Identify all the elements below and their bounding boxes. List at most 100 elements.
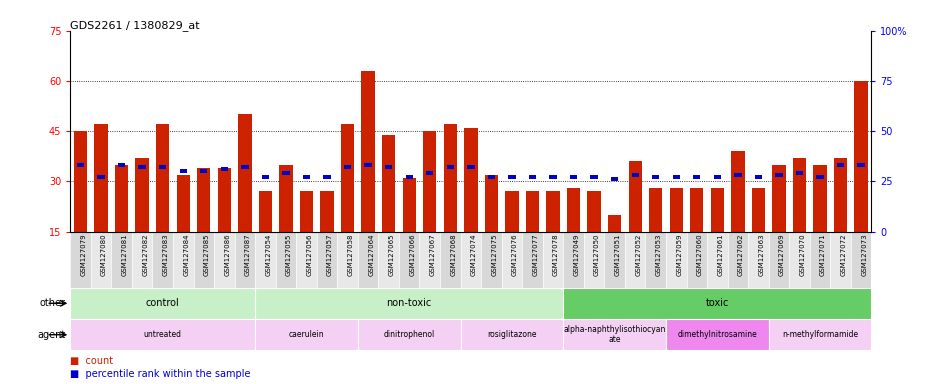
- Bar: [607, 215, 621, 232]
- Bar: [461, 319, 563, 351]
- Text: GSM127060: GSM127060: [696, 233, 702, 276]
- Text: GSM127051: GSM127051: [614, 233, 620, 276]
- Text: control: control: [146, 298, 180, 308]
- Bar: [463, 128, 477, 232]
- Bar: [734, 174, 740, 177]
- Bar: [768, 319, 870, 351]
- Bar: [358, 232, 378, 288]
- Bar: [566, 188, 579, 232]
- Bar: [467, 166, 474, 169]
- Bar: [426, 171, 433, 175]
- Bar: [628, 161, 641, 232]
- Bar: [854, 81, 867, 232]
- Bar: [443, 124, 457, 232]
- Bar: [829, 232, 850, 288]
- Bar: [669, 188, 682, 232]
- Bar: [569, 175, 577, 179]
- Text: non-toxic: non-toxic: [387, 298, 431, 308]
- Bar: [747, 232, 768, 288]
- Bar: [665, 232, 686, 288]
- Bar: [341, 124, 354, 232]
- Text: GSM127085: GSM127085: [204, 233, 210, 276]
- Bar: [399, 232, 419, 288]
- Text: GSM127065: GSM127065: [388, 233, 394, 276]
- Bar: [423, 131, 436, 232]
- Text: GSM127084: GSM127084: [183, 233, 189, 276]
- Bar: [197, 168, 211, 232]
- Bar: [213, 232, 234, 288]
- Text: GDS2261 / 1380829_at: GDS2261 / 1380829_at: [70, 20, 199, 31]
- Bar: [590, 175, 597, 179]
- Bar: [70, 232, 91, 288]
- Bar: [180, 169, 186, 174]
- Text: GSM127053: GSM127053: [655, 233, 661, 276]
- Bar: [461, 232, 480, 288]
- Text: rosiglitazone: rosiglitazone: [487, 330, 536, 339]
- Text: GSM127071: GSM127071: [819, 233, 826, 276]
- Bar: [563, 319, 665, 351]
- Bar: [337, 232, 358, 288]
- Bar: [296, 232, 316, 288]
- Bar: [507, 175, 515, 179]
- Bar: [261, 175, 269, 179]
- Bar: [651, 175, 659, 179]
- Bar: [344, 166, 351, 169]
- Bar: [382, 134, 395, 232]
- Text: GSM127072: GSM127072: [840, 233, 846, 276]
- Bar: [833, 158, 846, 232]
- Bar: [521, 232, 542, 288]
- Bar: [645, 232, 665, 288]
- Bar: [241, 166, 248, 169]
- Text: GSM127069: GSM127069: [778, 233, 784, 276]
- Bar: [255, 232, 275, 288]
- Bar: [501, 232, 521, 288]
- Bar: [118, 163, 125, 167]
- Bar: [255, 288, 563, 319]
- Bar: [604, 232, 624, 288]
- Bar: [583, 232, 604, 288]
- Text: ■  percentile rank within the sample: ■ percentile rank within the sample: [70, 369, 251, 379]
- Bar: [200, 169, 207, 174]
- Text: other: other: [39, 298, 66, 308]
- Bar: [815, 175, 823, 179]
- Bar: [631, 174, 638, 177]
- Text: GSM127049: GSM127049: [573, 233, 579, 276]
- Bar: [771, 165, 784, 232]
- Bar: [649, 188, 662, 232]
- Text: GSM127074: GSM127074: [471, 233, 476, 276]
- Bar: [440, 232, 461, 288]
- Bar: [402, 178, 416, 232]
- Bar: [768, 232, 788, 288]
- Bar: [488, 175, 494, 179]
- Bar: [132, 232, 153, 288]
- Bar: [323, 175, 330, 179]
- Bar: [358, 319, 461, 351]
- Text: GSM127061: GSM127061: [717, 233, 723, 276]
- Bar: [176, 175, 190, 232]
- Text: GSM127073: GSM127073: [860, 233, 866, 276]
- Bar: [419, 232, 440, 288]
- Text: GSM127068: GSM127068: [450, 233, 456, 276]
- Bar: [302, 175, 310, 179]
- Bar: [300, 192, 313, 232]
- Text: GSM127064: GSM127064: [368, 233, 373, 276]
- Bar: [234, 232, 255, 288]
- Bar: [139, 166, 146, 169]
- Text: GSM127075: GSM127075: [490, 233, 497, 276]
- Bar: [713, 175, 720, 179]
- Text: GSM127076: GSM127076: [511, 233, 518, 276]
- Text: GSM127087: GSM127087: [244, 233, 251, 276]
- Bar: [546, 192, 559, 232]
- Bar: [774, 174, 782, 177]
- Bar: [754, 175, 761, 179]
- Text: toxic: toxic: [705, 298, 728, 308]
- Text: GSM127081: GSM127081: [122, 233, 127, 276]
- Bar: [730, 151, 744, 232]
- Text: GSM127083: GSM127083: [163, 233, 168, 276]
- Text: alpha-naphthylisothiocyan
ate: alpha-naphthylisothiocyan ate: [563, 325, 665, 344]
- Text: caerulein: caerulein: [288, 330, 324, 339]
- Bar: [484, 175, 498, 232]
- Text: GSM127063: GSM127063: [757, 233, 764, 276]
- Text: agent: agent: [37, 330, 66, 340]
- Bar: [505, 192, 518, 232]
